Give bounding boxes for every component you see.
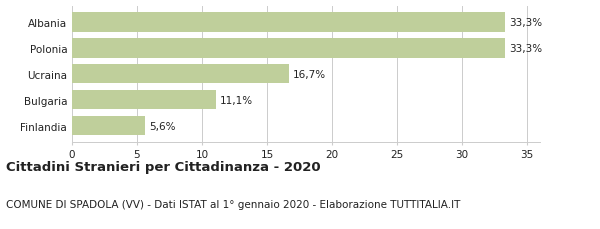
Text: 5,6%: 5,6% xyxy=(149,121,175,131)
Text: 33,3%: 33,3% xyxy=(509,44,542,54)
Bar xyxy=(72,65,289,84)
Text: COMUNE DI SPADOLA (VV) - Dati ISTAT al 1° gennaio 2020 - Elaborazione TUTTITALIA: COMUNE DI SPADOLA (VV) - Dati ISTAT al 1… xyxy=(6,199,460,209)
Bar xyxy=(72,91,216,110)
Text: 16,7%: 16,7% xyxy=(293,69,326,79)
Bar xyxy=(72,116,145,136)
Bar xyxy=(72,39,505,58)
Text: 33,3%: 33,3% xyxy=(509,18,542,28)
Bar xyxy=(72,13,505,33)
Text: Cittadini Stranieri per Cittadinanza - 2020: Cittadini Stranieri per Cittadinanza - 2… xyxy=(6,160,320,173)
Text: 11,1%: 11,1% xyxy=(220,95,253,105)
